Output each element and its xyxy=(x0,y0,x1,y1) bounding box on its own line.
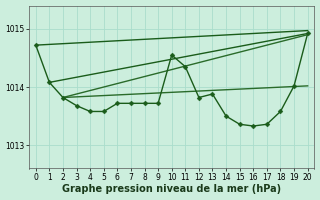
X-axis label: Graphe pression niveau de la mer (hPa): Graphe pression niveau de la mer (hPa) xyxy=(62,184,281,194)
